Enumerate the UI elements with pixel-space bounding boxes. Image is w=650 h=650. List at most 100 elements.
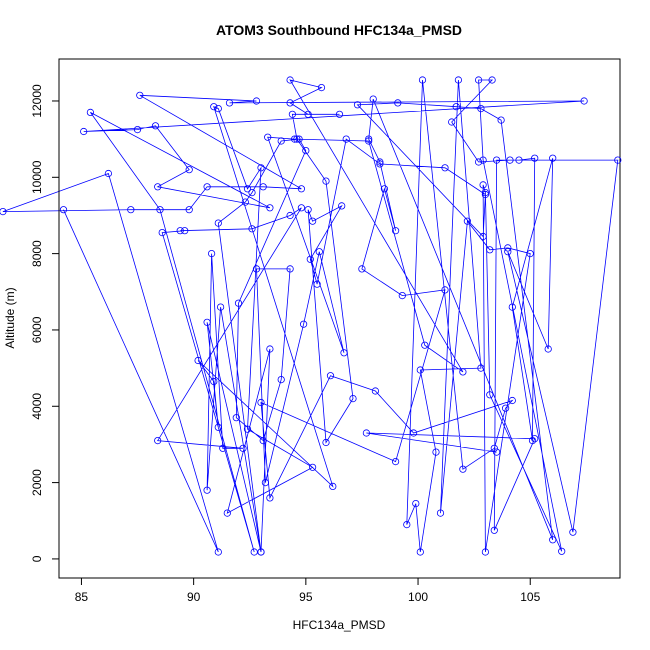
data-point [481,548,489,556]
data-point [286,211,294,220]
data-point [515,156,523,164]
data-point [362,429,370,437]
series-layer [0,76,622,556]
data-point [250,548,258,556]
data-point [248,189,256,197]
data-point [452,103,460,111]
data-point [342,135,350,143]
data-point [217,303,225,311]
data-point [492,156,501,164]
data-point [481,189,489,197]
data-point [508,396,516,405]
y-tick-label: 4000 [30,393,44,420]
data-point [241,198,249,206]
data-point [490,444,498,452]
data-point [127,206,135,214]
data-point [214,548,222,556]
data-point [335,110,344,118]
data-point [203,183,211,191]
data-point [104,169,113,178]
y-tick-label: 10000 [30,160,44,194]
y-tick-label: 0 [30,555,44,562]
data-point [369,95,377,103]
data-point [398,291,406,300]
data-point [313,280,321,288]
data-point [248,225,256,233]
data-point [259,436,267,445]
data-point [286,265,294,273]
data-point [412,499,420,508]
data-point [257,164,265,172]
data-point [416,366,424,374]
data-point [257,398,265,407]
data-point [185,166,193,174]
data-point [441,164,449,172]
x-axis: 85 90 95 100 105 [75,577,541,604]
data-point [549,154,557,162]
data-point [232,414,240,422]
data-point [340,349,348,357]
data-point [416,548,424,556]
data-point [371,387,379,395]
y-axis: 0 2000 4000 6000 8000 10000 12000 [30,84,60,562]
data-point [526,250,534,258]
data-point [479,156,487,164]
data-point [203,486,211,494]
data-point [488,76,496,84]
data-point [329,482,337,490]
data-point [223,509,231,517]
data-point [154,183,162,191]
y-tick-label: 2000 [30,469,44,496]
data-point [156,206,164,214]
data-point [286,99,294,107]
chart-title: ATOM3 Southbound HFC134a_PMSD [216,22,462,38]
data-point [459,368,467,376]
x-tick-label: 90 [187,590,201,604]
data-point [151,122,160,130]
data-point [569,528,577,536]
data-point [479,181,487,189]
y-axis-label: Altitude (m) [3,287,17,348]
data-point [508,303,516,311]
data-point [210,377,218,386]
data-point [315,248,323,256]
data-point [214,423,222,431]
data-point [295,135,303,143]
data-point [225,99,234,107]
data-point [409,429,418,437]
data-point [365,135,373,143]
data-point [376,158,384,166]
data-point [486,246,494,254]
y-tick-label: 8000 [30,240,44,267]
data-point [259,183,267,191]
data-point [353,101,362,109]
x-tick-label: 105 [520,590,540,604]
data-point [214,219,222,227]
data-point [391,457,400,466]
data-point [214,105,222,113]
data-point [261,478,269,487]
data-point [290,135,299,143]
data-point [317,84,326,92]
data-point [504,244,512,252]
x-tick-label: 95 [299,590,313,604]
data-point [243,185,252,193]
data-point [286,76,294,84]
data-point [266,204,274,212]
data-point [304,110,312,118]
data-point [365,137,373,145]
data-point [176,227,184,235]
data-point [277,137,285,145]
data-point [252,265,261,273]
data-point [293,135,301,143]
data-point [59,206,68,214]
data-point [358,265,366,273]
data-point [181,227,189,235]
data-point [506,156,514,164]
data-point [474,76,483,84]
data-point [299,320,308,328]
data-point [266,345,274,353]
data-point [479,232,487,241]
y-tick-label: 12000 [30,84,44,118]
data-point [403,520,411,529]
